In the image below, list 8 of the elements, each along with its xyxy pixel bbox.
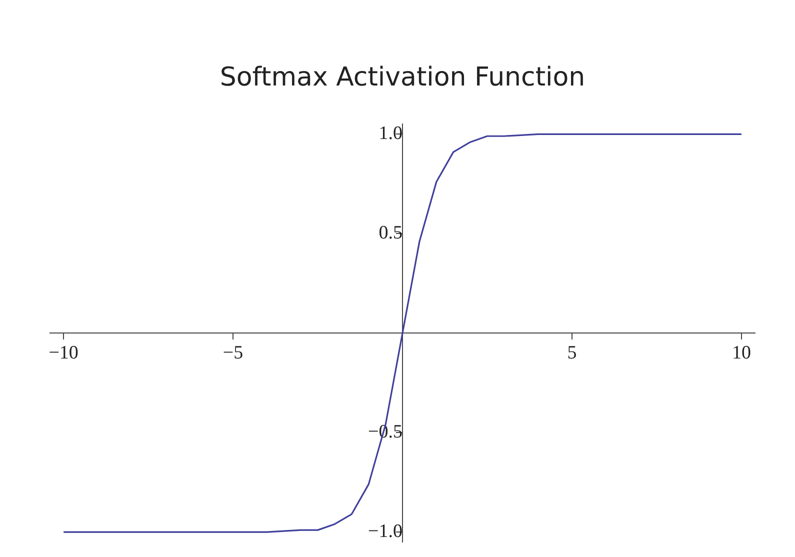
y-tick-label: 0.5	[378, 222, 402, 244]
chart-title: Softmax Activation Function	[220, 62, 586, 92]
x-tick-label: 10	[732, 342, 751, 364]
x-tick-label: −5	[222, 342, 244, 364]
y-tick-label: −1.0	[368, 521, 402, 542]
x-tick-label: −10	[48, 342, 78, 364]
y-tick-label: 1.0	[378, 123, 402, 144]
x-tick-label: 5	[567, 342, 577, 364]
